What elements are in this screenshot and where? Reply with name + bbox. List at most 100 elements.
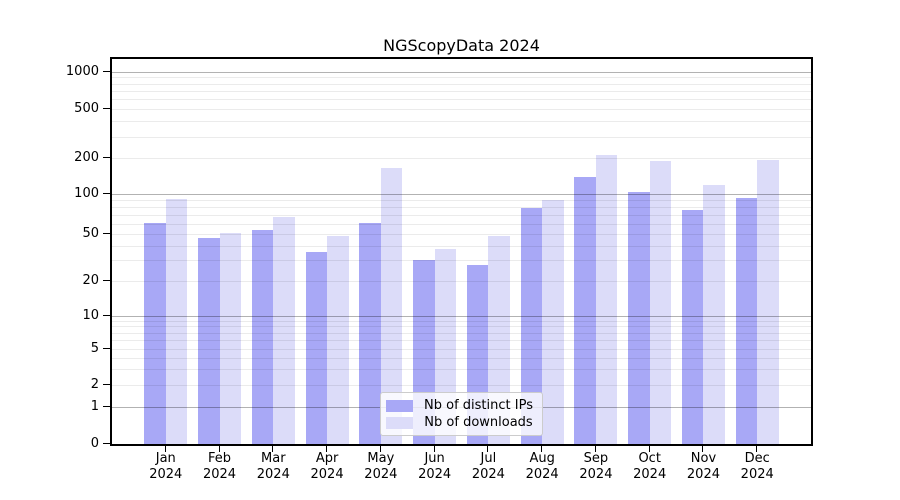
x-tick-label-apr: Apr 2024: [310, 451, 344, 482]
y-tick-mark-10: [103, 314, 110, 316]
bar-nb-of-distinct-ips-nov: [681, 209, 704, 444]
gridline-minor-800: [112, 83, 811, 85]
bar-nb-of-distinct-ips-mar: [251, 229, 274, 444]
bar-nb-of-downloads-jan: [165, 198, 188, 444]
legend-swatch-downloads: [386, 416, 413, 429]
bar-nb-of-distinct-ips-feb: [198, 238, 220, 444]
gridline-minor-600: [112, 99, 811, 101]
plot-area: [110, 57, 813, 446]
gridline-minor-300: [112, 136, 811, 138]
bar-nb-of-downloads-aug: [542, 200, 564, 444]
gridline-minor-500: [112, 109, 811, 110]
x-tick-label-oct: Oct 2024: [633, 451, 667, 482]
bar-nb-of-downloads-mar: [273, 217, 295, 444]
y-tick-mark-2: [103, 383, 110, 385]
x-tick-label-mar: Mar 2024: [256, 451, 290, 482]
x-tick-label-sep: Sep 2024: [579, 451, 613, 482]
bar-nb-of-distinct-ips-jan: [144, 222, 166, 444]
x-tick-mark-jan: [164, 446, 166, 452]
y-tick-label-5: 5: [90, 341, 99, 356]
legend-item-downloads: Nb of downloads: [386, 415, 542, 430]
x-tick-mark-nov: [702, 446, 704, 452]
x-tick-label-may: May 2024: [364, 451, 398, 482]
y-tick-mark-200: [103, 157, 110, 159]
y-tick-label-100: 100: [74, 186, 99, 201]
gridline-minor-200: [112, 158, 811, 160]
bar-nb-of-distinct-ips-oct: [628, 191, 650, 444]
gridline-minor-5: [112, 349, 811, 350]
x-tick-mark-sep: [594, 446, 596, 452]
y-tick-mark-5: [103, 348, 110, 349]
gridline-major-10: [112, 315, 811, 317]
legend-label-distinct-ips: Nb of distinct IPs: [424, 398, 533, 413]
bar-nb-of-downloads-apr: [327, 236, 349, 444]
gridline-minor-8: [112, 326, 811, 328]
y-tick-mark-500: [103, 108, 110, 109]
bar-nb-of-downloads-nov: [703, 184, 725, 444]
y-tick-label-10: 10: [82, 307, 99, 323]
x-tick-mark-jul: [487, 446, 489, 452]
gridline-minor-4: [112, 357, 811, 359]
bar-nb-of-downloads-feb: [219, 233, 242, 444]
bar-nb-of-downloads-oct: [649, 161, 672, 444]
gridline-minor-20: [112, 280, 811, 282]
x-tick-mark-aug: [541, 446, 543, 452]
gridline-minor-60: [112, 223, 811, 225]
y-tick-mark-1000: [103, 70, 110, 72]
gridline-minor-50: [112, 234, 811, 236]
gridline-minor-7: [112, 332, 811, 334]
x-tick-label-jan: Jan 2024: [149, 451, 183, 482]
y-tick-label-500: 500: [74, 101, 99, 116]
x-tick-mark-jun: [433, 446, 435, 452]
legend-label-downloads: Nb of downloads: [424, 415, 533, 430]
gridline-minor-6: [112, 340, 811, 342]
gridline-minor-30: [112, 260, 811, 262]
gridline-minor-3: [112, 368, 811, 370]
y-tick-label-1: 1: [90, 399, 99, 415]
bar-nb-of-downloads-dec: [757, 159, 779, 444]
bar-nb-of-distinct-ips-may: [359, 222, 381, 444]
x-tick-mark-apr: [326, 446, 328, 452]
x-tick-mark-may: [379, 446, 381, 452]
gridline-minor-400: [112, 121, 811, 123]
y-tick-label-2: 2: [90, 376, 99, 392]
gridline-major-100: [112, 194, 811, 195]
x-tick-mark-feb: [218, 446, 220, 452]
y-tick-label-0: 0: [90, 436, 99, 451]
x-tick-mark-mar: [272, 446, 274, 452]
x-tick-label-feb: Feb 2024: [202, 451, 237, 482]
gridline-minor-40: [112, 245, 811, 247]
bar-nb-of-distinct-ips-sep: [574, 177, 596, 444]
y-tick-mark-100: [103, 193, 110, 194]
bar-nb-of-downloads-sep: [595, 155, 618, 444]
y-tick-mark-0: [103, 443, 110, 444]
gridline-minor-2: [112, 384, 811, 386]
y-tick-label-1000: 1000: [65, 63, 99, 79]
legend-item-distinct-ips: Nb of distinct IPs: [386, 398, 542, 413]
bar-nb-of-distinct-ips-dec: [735, 198, 758, 444]
y-tick-mark-1: [103, 406, 110, 408]
y-tick-label-20: 20: [82, 272, 99, 288]
bar-nb-of-distinct-ips-apr: [305, 252, 328, 444]
legend: Nb of distinct IPs Nb of downloads: [380, 392, 543, 436]
legend-swatch-distinct-ips: [386, 399, 413, 412]
bar-nb-of-downloads-may: [380, 168, 403, 444]
gridline-minor-700: [112, 90, 811, 92]
x-tick-label-jul: Jul 2024: [471, 451, 505, 482]
y-tick-mark-50: [103, 233, 110, 235]
gridline-major-1000: [112, 71, 811, 73]
y-tick-label-50: 50: [82, 226, 99, 242]
x-tick-label-jun: Jun 2024: [418, 451, 452, 482]
gridline-minor-90: [112, 200, 811, 202]
gridline-minor-80: [112, 206, 811, 208]
chart-title: NGScopyData 2024: [383, 36, 540, 55]
y-tick-mark-20: [103, 279, 110, 281]
x-tick-label-aug: Aug 2024: [525, 451, 559, 482]
gridline-minor-900: [112, 77, 811, 79]
x-tick-mark-oct: [648, 446, 650, 452]
bar-nb-of-distinct-ips-aug: [520, 208, 543, 444]
x-tick-label-nov: Nov 2024: [686, 451, 720, 482]
gridline-minor-70: [112, 214, 811, 216]
x-tick-label-dec: Dec 2024: [740, 451, 774, 482]
